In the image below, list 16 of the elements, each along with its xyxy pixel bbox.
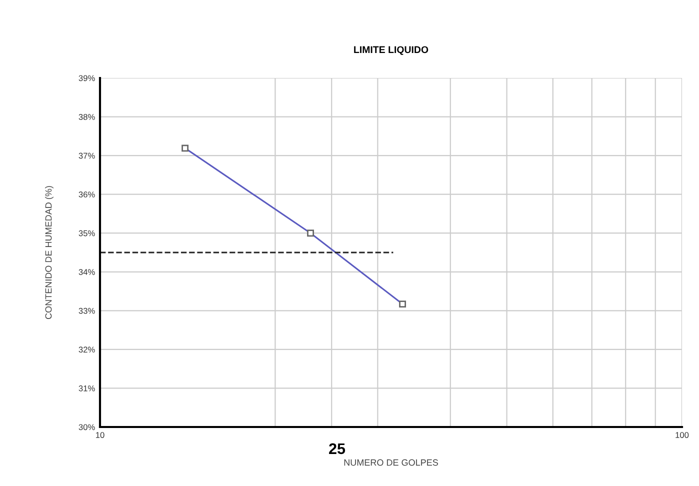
y-tick-label: 35%: [78, 230, 95, 236]
y-tick-label: 30%: [78, 424, 95, 430]
text: 25: [329, 443, 346, 454]
x-tick-label: 10: [96, 432, 104, 438]
y-tick-label: 36%: [78, 192, 95, 198]
y-axis-title: CONTENIDO DE HUMEDAD (%): [45, 186, 54, 319]
y-tick-label: 38%: [78, 114, 95, 120]
chart-title: LIMITE LIQUIDO: [354, 46, 428, 55]
x-tick-label: 100: [676, 432, 689, 438]
y-tick-label: 33%: [78, 308, 95, 314]
y-tick-label: 37%: [78, 152, 95, 159]
y-tick-label: 31%: [78, 385, 95, 392]
y-tick-label: 32%: [78, 346, 95, 353]
x-axis-title: NUMERO DE GOLPES: [344, 459, 438, 466]
y-tick-label: 34%: [78, 269, 95, 275]
y-tick-label: 39%: [78, 75, 95, 82]
